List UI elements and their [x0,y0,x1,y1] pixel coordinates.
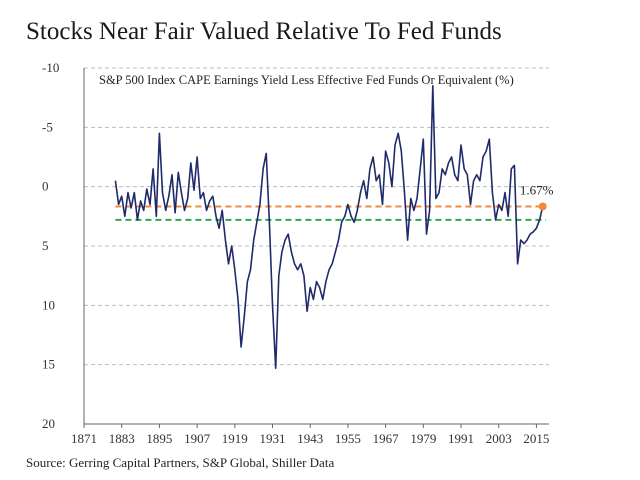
gridlines [84,67,549,366]
y-tick-label: 0 [42,179,49,194]
x-tick-label: 1871 [71,431,97,446]
x-tick-label: 1907 [184,431,211,446]
x-tick-label: 1979 [410,431,436,446]
x-tick-label: 1991 [448,431,474,446]
x-tick-label: 1883 [109,431,135,446]
x-tick-label: 2003 [486,431,512,446]
y-tick-label: 10 [42,297,55,312]
chart-subtitle: S&P 500 Index CAPE Earnings Yield Less E… [99,73,514,87]
x-tick-label: 1943 [297,431,323,446]
x-tick-label: 2015 [523,431,549,446]
y-tick-label: 5 [42,238,49,253]
end-point-marker [538,202,547,211]
end-point-label: 1.67% [520,182,554,197]
x-tick-label: 1931 [260,431,286,446]
y-tick-label: 15 [42,357,55,372]
x-tick-label: 1967 [373,431,400,446]
series-line [114,85,544,370]
reference-lines [115,205,546,221]
series-layer: 1.67% [114,85,554,370]
x-tick-label: 1955 [335,431,361,446]
y-tick-label: 20 [42,416,55,431]
source-note: Source: Gerring Capital Partners, S&P Gl… [26,455,335,470]
x-tick-label: 1895 [146,431,172,446]
chart-title: Stocks Near Fair Valued Relative To Fed … [26,18,502,45]
x-tick-label: 1919 [222,431,248,446]
axes: -10 -5 0 5 10 15 20 1871 1883 1895 1907 1919 1931 194… [42,60,549,446]
y-tick-label: -10 [42,60,59,75]
y-tick-label: -5 [42,119,53,134]
